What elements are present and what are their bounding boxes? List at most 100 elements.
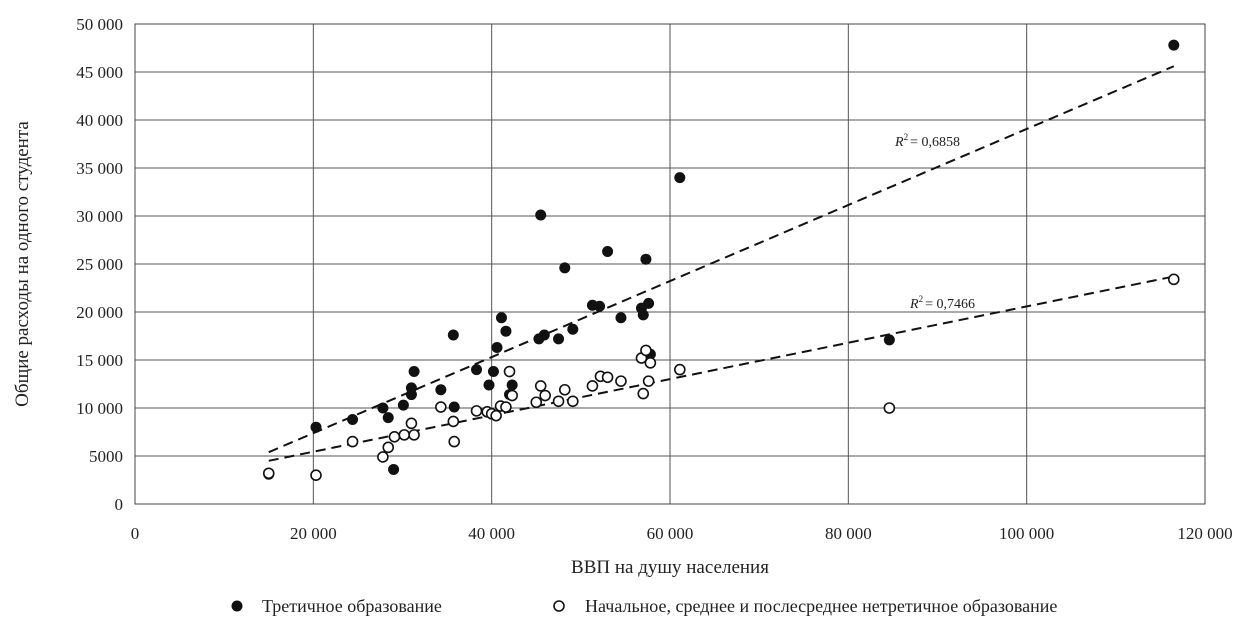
r-squared-value-2: = 0,7466 [925, 297, 975, 312]
point-primary-secondary [490, 409, 502, 422]
y-tick-label: 5000 [89, 447, 123, 466]
point-tertiary [594, 300, 606, 312]
point-primary-secondary [346, 435, 359, 448]
y-tick-label: 15 000 [76, 351, 123, 370]
point-primary-secondary [310, 469, 322, 482]
point-tertiary [487, 366, 499, 378]
trendline-label-1: R2 = 0,6858 [894, 132, 960, 150]
point-primary-secondary [883, 402, 896, 414]
point-tertiary [448, 401, 460, 413]
point-tertiary [637, 309, 649, 321]
point-primary-secondary [503, 365, 516, 378]
point-primary-secondary [586, 380, 599, 392]
point-primary-secondary [382, 441, 395, 454]
point-primary-secondary [640, 344, 652, 357]
y-tick-label: 20 000 [76, 303, 123, 322]
point-tertiary [567, 323, 579, 335]
y-tick-label: 45 000 [76, 63, 123, 82]
point-primary-secondary [408, 429, 420, 441]
point-tertiary [405, 389, 417, 401]
point-tertiary [1168, 39, 1180, 51]
point-tertiary [640, 253, 652, 265]
trendline [268, 65, 1175, 454]
point-tertiary [495, 312, 507, 324]
point-primary-secondary [642, 375, 655, 387]
r-squared-symbol: R [894, 135, 904, 150]
point-tertiary [674, 172, 686, 184]
point-tertiary [471, 364, 483, 376]
trendlines [268, 65, 1175, 462]
point-primary-secondary [398, 429, 411, 441]
legend-marker-open [553, 600, 565, 612]
x-tick-label: 20 000 [290, 524, 337, 543]
point-primary-secondary [530, 396, 543, 409]
plot-frame [134, 23, 1206, 505]
point-primary-secondary [506, 389, 518, 402]
point-primary-secondary [447, 415, 460, 428]
point-primary-secondary [552, 395, 565, 408]
y-tick-label: 0 [115, 495, 124, 514]
point-primary-secondary [435, 401, 447, 413]
point-tertiary [388, 463, 400, 475]
point-primary-secondary [377, 451, 389, 463]
svg-text:R2= 0,6858: R2 = 0,6858 [894, 132, 960, 150]
y-axis-title: Общие расходы на одного студента [12, 121, 33, 407]
data-points [262, 39, 1180, 482]
point-tertiary [382, 412, 394, 424]
r-squared-symbol: R [909, 297, 919, 312]
point-tertiary [538, 329, 550, 341]
x-tick-label: 0 [131, 524, 140, 543]
x-axis-title: ВВП на душу населения [571, 557, 769, 578]
point-tertiary [883, 334, 895, 346]
point-tertiary [615, 312, 627, 324]
y-tick-label: 30 000 [76, 207, 123, 226]
point-primary-secondary [674, 363, 686, 376]
point-tertiary [408, 366, 420, 378]
point-tertiary [602, 246, 614, 258]
point-tertiary [447, 329, 459, 341]
point-tertiary [535, 209, 547, 221]
r-squared-value-1: = 0,6858 [910, 135, 960, 150]
point-primary-secondary [388, 430, 401, 443]
point-tertiary [347, 414, 359, 426]
point-primary-secondary [615, 375, 627, 387]
r-squared-exponent: 2 [904, 132, 909, 142]
legend-item-primary-secondary: Начальное, среднее и послесреднее нетрет… [553, 596, 1057, 616]
x-tick-label: 80 000 [825, 524, 872, 543]
trendline [268, 275, 1174, 462]
point-tertiary [506, 379, 518, 391]
point-primary-secondary [405, 417, 418, 430]
point-primary-secondary [637, 387, 650, 400]
legend-marker-filled [231, 600, 243, 612]
y-tick-label: 10 000 [76, 399, 123, 418]
y-tick-label: 40 000 [76, 111, 123, 130]
point-primary-secondary [539, 389, 551, 402]
point-primary-secondary [644, 357, 657, 369]
point-primary-secondary [567, 395, 579, 408]
x-tick-label: 60 000 [647, 524, 694, 543]
tick-labels: 0 5000 10 000 15 000 20 000 25 000 30 000 35 00… [76, 15, 1232, 543]
trendline-label-2: R2 = 0,7466 [909, 294, 975, 312]
legend-label-primary-secondary: Начальное, среднее и послесреднее нетрет… [585, 596, 1057, 616]
point-primary-secondary [262, 467, 275, 480]
r-squared-exponent: 2 [919, 294, 924, 304]
x-tick-label: 100 000 [999, 524, 1054, 543]
point-tertiary [559, 262, 571, 274]
point-primary-secondary [534, 380, 547, 392]
legend-label-tertiary: Третичное образование [262, 596, 442, 616]
point-tertiary [553, 333, 565, 345]
y-tick-label: 35 000 [76, 159, 123, 178]
x-tick-label: 40 000 [468, 524, 515, 543]
point-primary-secondary [500, 401, 512, 413]
point-primary-secondary [470, 405, 483, 417]
point-primary-secondary [601, 371, 614, 384]
point-primary-secondary [558, 383, 571, 396]
y-tick-label: 50 000 [76, 15, 123, 34]
grid-lines [135, 24, 1205, 504]
point-tertiary [397, 399, 409, 411]
x-tick-label: 120 000 [1177, 524, 1232, 543]
y-tick-label: 25 000 [76, 255, 123, 274]
point-tertiary [491, 342, 503, 354]
point-tertiary [483, 379, 495, 391]
